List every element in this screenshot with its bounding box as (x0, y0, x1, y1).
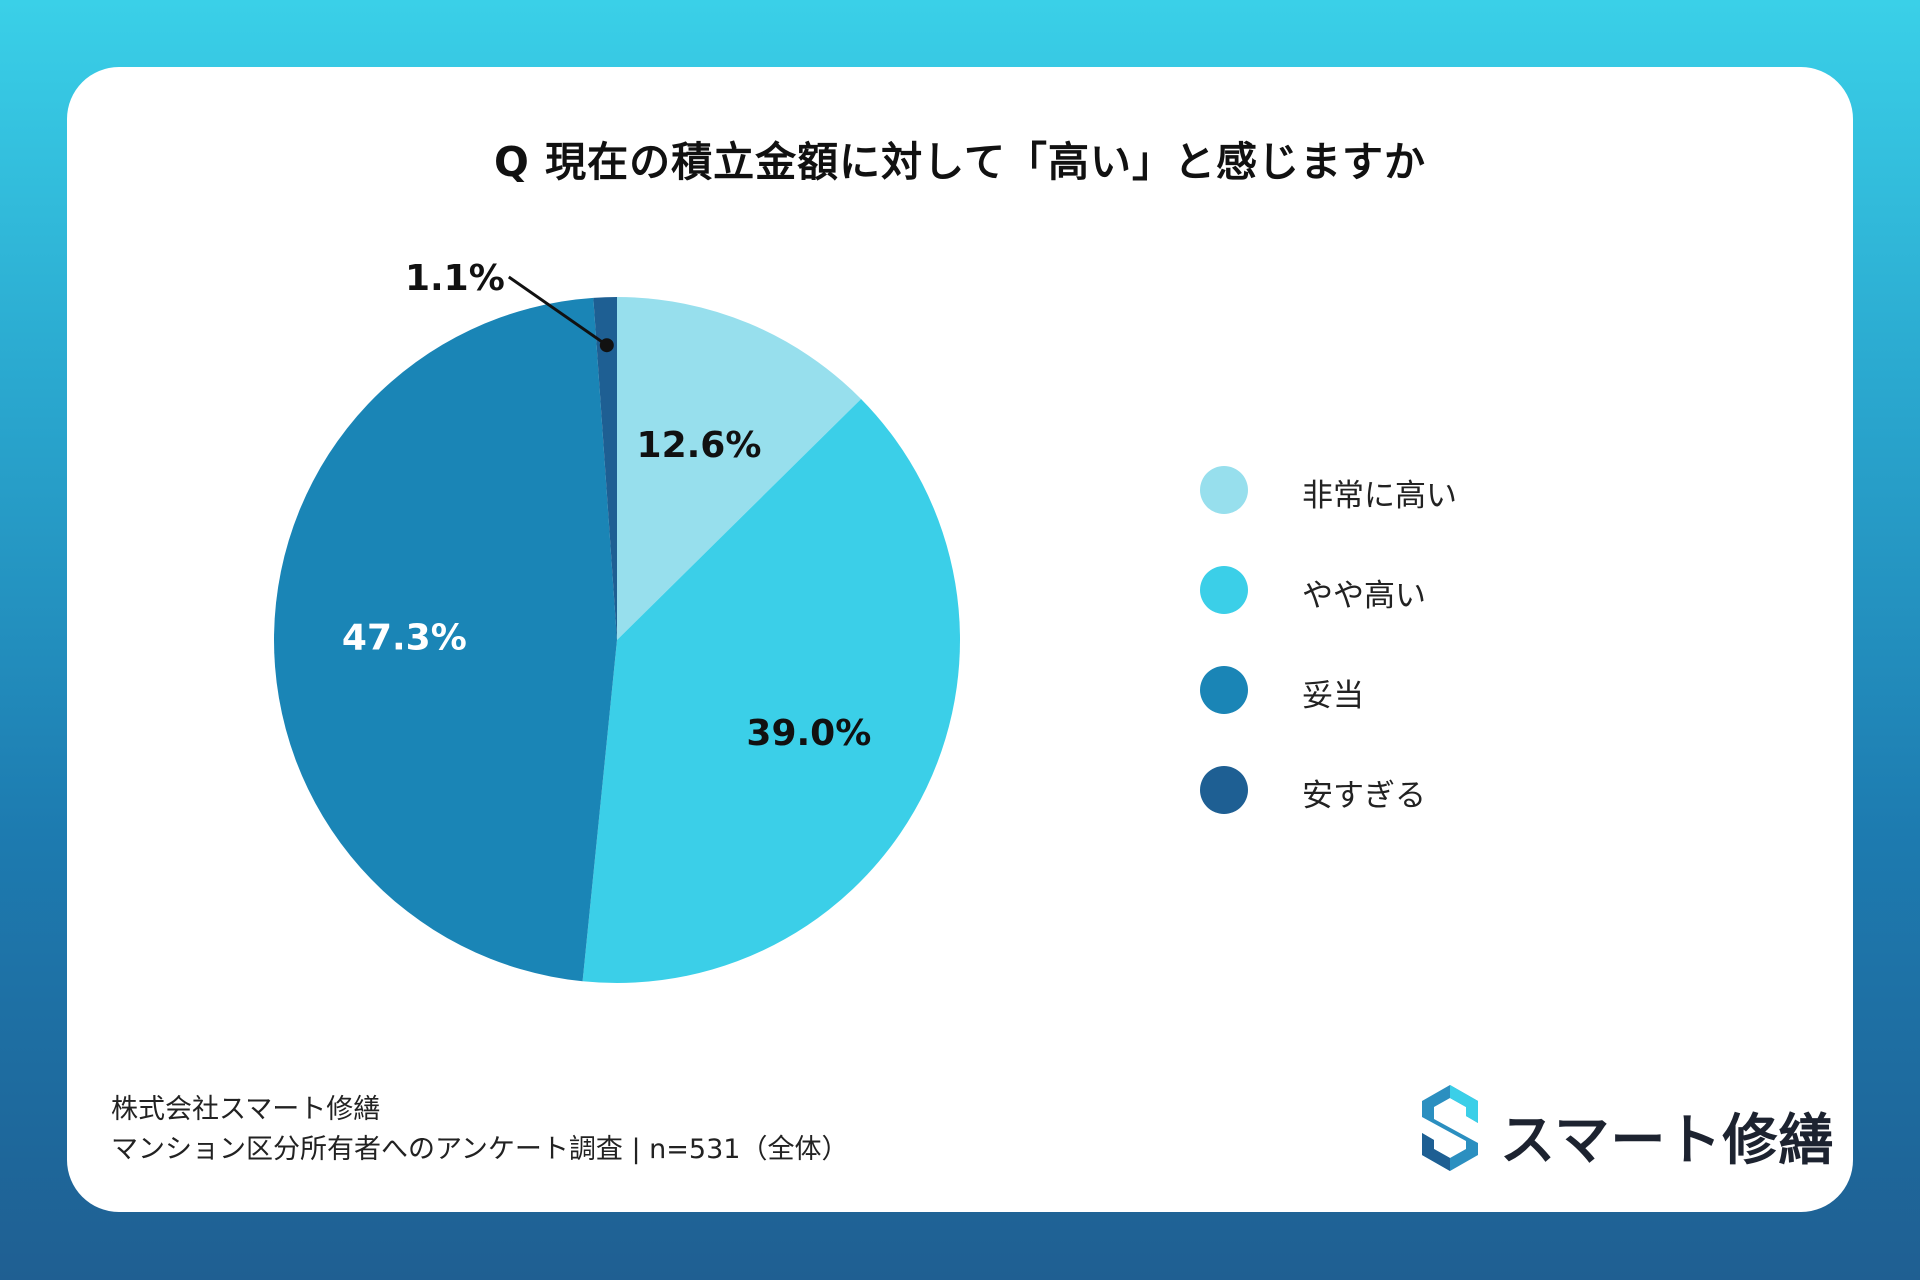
source-survey: マンション区分所有者へのアンケート調査 | n=531（全体） (111, 1134, 849, 1165)
legend-swatch (1200, 666, 1248, 714)
pie-slice-3 (593, 297, 617, 640)
pie-slice-1 (582, 398, 961, 983)
legend-label: 安すぎる (1302, 778, 1426, 814)
pie-data-label-3: 1.1% (405, 258, 505, 299)
logo-s-icon (1422, 1085, 1478, 1171)
pie-data-label-0: 12.6% (637, 425, 762, 466)
callout-leader-line (507, 275, 608, 347)
legend-swatch (1200, 466, 1248, 514)
pie-slice-2 (273, 297, 617, 982)
pie-data-label-1: 39.0% (746, 713, 871, 754)
logo-text: スマート修繕 (1500, 1108, 1835, 1172)
callout-dot (599, 338, 614, 353)
source-note: 株式会社スマート修繕 マンション区分所有者へのアンケート調査 | n=531（全… (111, 1090, 848, 1170)
legend-label: やや高い (1302, 578, 1426, 614)
legend-label: 妥当 (1302, 678, 1364, 714)
legend-swatch (1200, 566, 1248, 614)
legend-label: 非常に高い (1302, 478, 1457, 514)
pie-slice-0 (617, 297, 862, 640)
legend-swatch (1200, 766, 1248, 814)
chart-title: Q 現在の積立金額に対して「高い」と感じますか (494, 138, 1426, 186)
source-company: 株式会社スマート修繕 (111, 1094, 381, 1125)
pie-data-label-2: 47.3% (342, 618, 467, 659)
